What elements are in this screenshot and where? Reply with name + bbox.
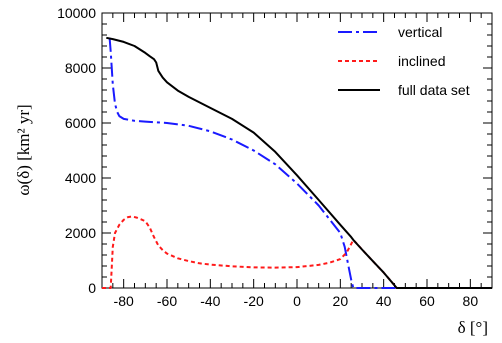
- x-tick-label: 60: [419, 293, 435, 309]
- series-line-inclined: [102, 215, 492, 289]
- legend-label: full data set: [398, 82, 470, 98]
- y-tick-label: 4000: [65, 170, 96, 186]
- legend-label: vertical: [398, 24, 442, 40]
- y-tick-label: 0: [88, 280, 96, 296]
- axis-ticks: [101, 12, 493, 289]
- y-tick-label: 10000: [57, 5, 96, 21]
- x-tick-label: -20: [244, 293, 264, 309]
- x-tick-label: 20: [333, 293, 349, 309]
- x-tick-label: 40: [376, 293, 392, 309]
- x-tick-label: -80: [114, 293, 134, 309]
- x-tick-label: -40: [200, 293, 220, 309]
- series-line-vertical: [108, 37, 492, 289]
- x-tick-label: 0: [293, 293, 301, 309]
- y-tick-labels: 0 2000 4000 6000 8000 10000: [57, 5, 96, 296]
- x-axis-title: δ [°]: [458, 318, 488, 337]
- series-line-full-data-set: [106, 36, 492, 289]
- legend: vertical inclined full data set: [338, 24, 470, 98]
- y-tick-label: 6000: [65, 115, 96, 131]
- y-tick-label: 8000: [65, 60, 96, 76]
- x-tick-label: 80: [463, 293, 479, 309]
- x-tick-labels: -80 -60 -40 -20 0 20 40 60 80: [114, 293, 479, 309]
- series-lines: [102, 36, 492, 289]
- legend-label: inclined: [398, 53, 445, 69]
- y-tick-label: 2000: [65, 225, 96, 241]
- y-axis-title: ω(δ) [km² yr]: [14, 104, 33, 195]
- x-tick-label: -60: [157, 293, 177, 309]
